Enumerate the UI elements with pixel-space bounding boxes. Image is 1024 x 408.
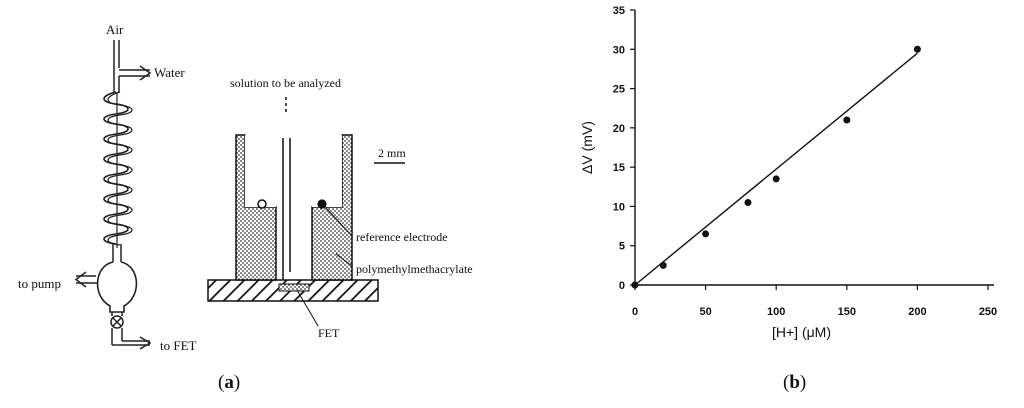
pmma-leader [335, 253, 353, 267]
x-tick-label: 150 [838, 306, 856, 318]
reference-electrode-right [317, 199, 327, 209]
fet-chip [278, 283, 310, 292]
caption-a: (a) [218, 372, 241, 393]
x-tick-label: 50 [699, 306, 711, 318]
label-water: Water [154, 65, 185, 80]
label-air: Air [106, 22, 124, 37]
air-inlet-tube [113, 40, 120, 68]
condenser-coil [103, 91, 129, 245]
collection-bulb [96, 261, 138, 313]
fet-leader [296, 289, 319, 327]
caption-b-letter: b [789, 372, 800, 393]
data-point [659, 261, 667, 269]
condenser-coil-inner [107, 91, 133, 246]
y-tick-label: 5 [619, 241, 625, 253]
label-to-pump: to pump [18, 276, 61, 291]
data-point [702, 230, 710, 238]
y-tick-label: 30 [613, 44, 625, 56]
pump-side-arm [74, 271, 98, 288]
upper-tube [113, 68, 120, 92]
data-point [913, 45, 921, 53]
reference-electrode-left [257, 199, 267, 209]
data-point [744, 199, 752, 206]
y-tick-label: 20 [613, 123, 625, 135]
x-axis-label: [H+] (μM) [772, 324, 831, 340]
y-tick-label: 15 [613, 162, 625, 174]
y-axis-label: ΔV (mV) [579, 121, 595, 174]
x-tick-label: 200 [908, 306, 926, 318]
fit-line [634, 52, 918, 286]
label-scale: 2 mm [378, 146, 406, 160]
ref-electrode-leader [325, 207, 353, 237]
label-to-fet: to FET [160, 338, 197, 353]
caption-a-letter: a [224, 372, 234, 393]
calibration-chart: 0 5 10 15 20 25 30 35 0 50 100 150 200 250 [H+] (μM) ΔV… [579, 5, 997, 340]
x-tick-label: 250 [979, 306, 997, 318]
x-tick-label: 0 [632, 306, 638, 318]
water-side-arm [119, 65, 152, 81]
panel-a-apparatus: Air Water to pump to FET solution to be … [0, 0, 473, 403]
stopcock [110, 312, 124, 345]
data-point [843, 116, 851, 124]
y-tick-label: 25 [613, 84, 625, 96]
label-reference-electrode: reference electrode [356, 230, 448, 244]
capillary-tube [282, 138, 291, 280]
lower-neck [112, 244, 122, 262]
data-point [631, 281, 639, 289]
fet-outlet-arm [112, 336, 152, 350]
y-tick-label: 10 [613, 201, 625, 213]
label-fet: FET [318, 326, 340, 340]
x-tick-label: 100 [767, 306, 785, 318]
panel-b-chart: 0 5 10 15 20 25 30 35 0 50 100 150 200 250 [H+] (μM) ΔV… [560, 0, 1024, 403]
label-solution: solution to be analyzed [230, 76, 341, 90]
y-tick-label: 0 [619, 280, 625, 292]
data-point [772, 175, 780, 183]
y-tick-label: 35 [613, 5, 625, 17]
caption-b: (b) [783, 372, 807, 393]
label-polymer: polymethylmethacrylate [356, 262, 473, 276]
apparatus-diagram [74, 40, 405, 350]
